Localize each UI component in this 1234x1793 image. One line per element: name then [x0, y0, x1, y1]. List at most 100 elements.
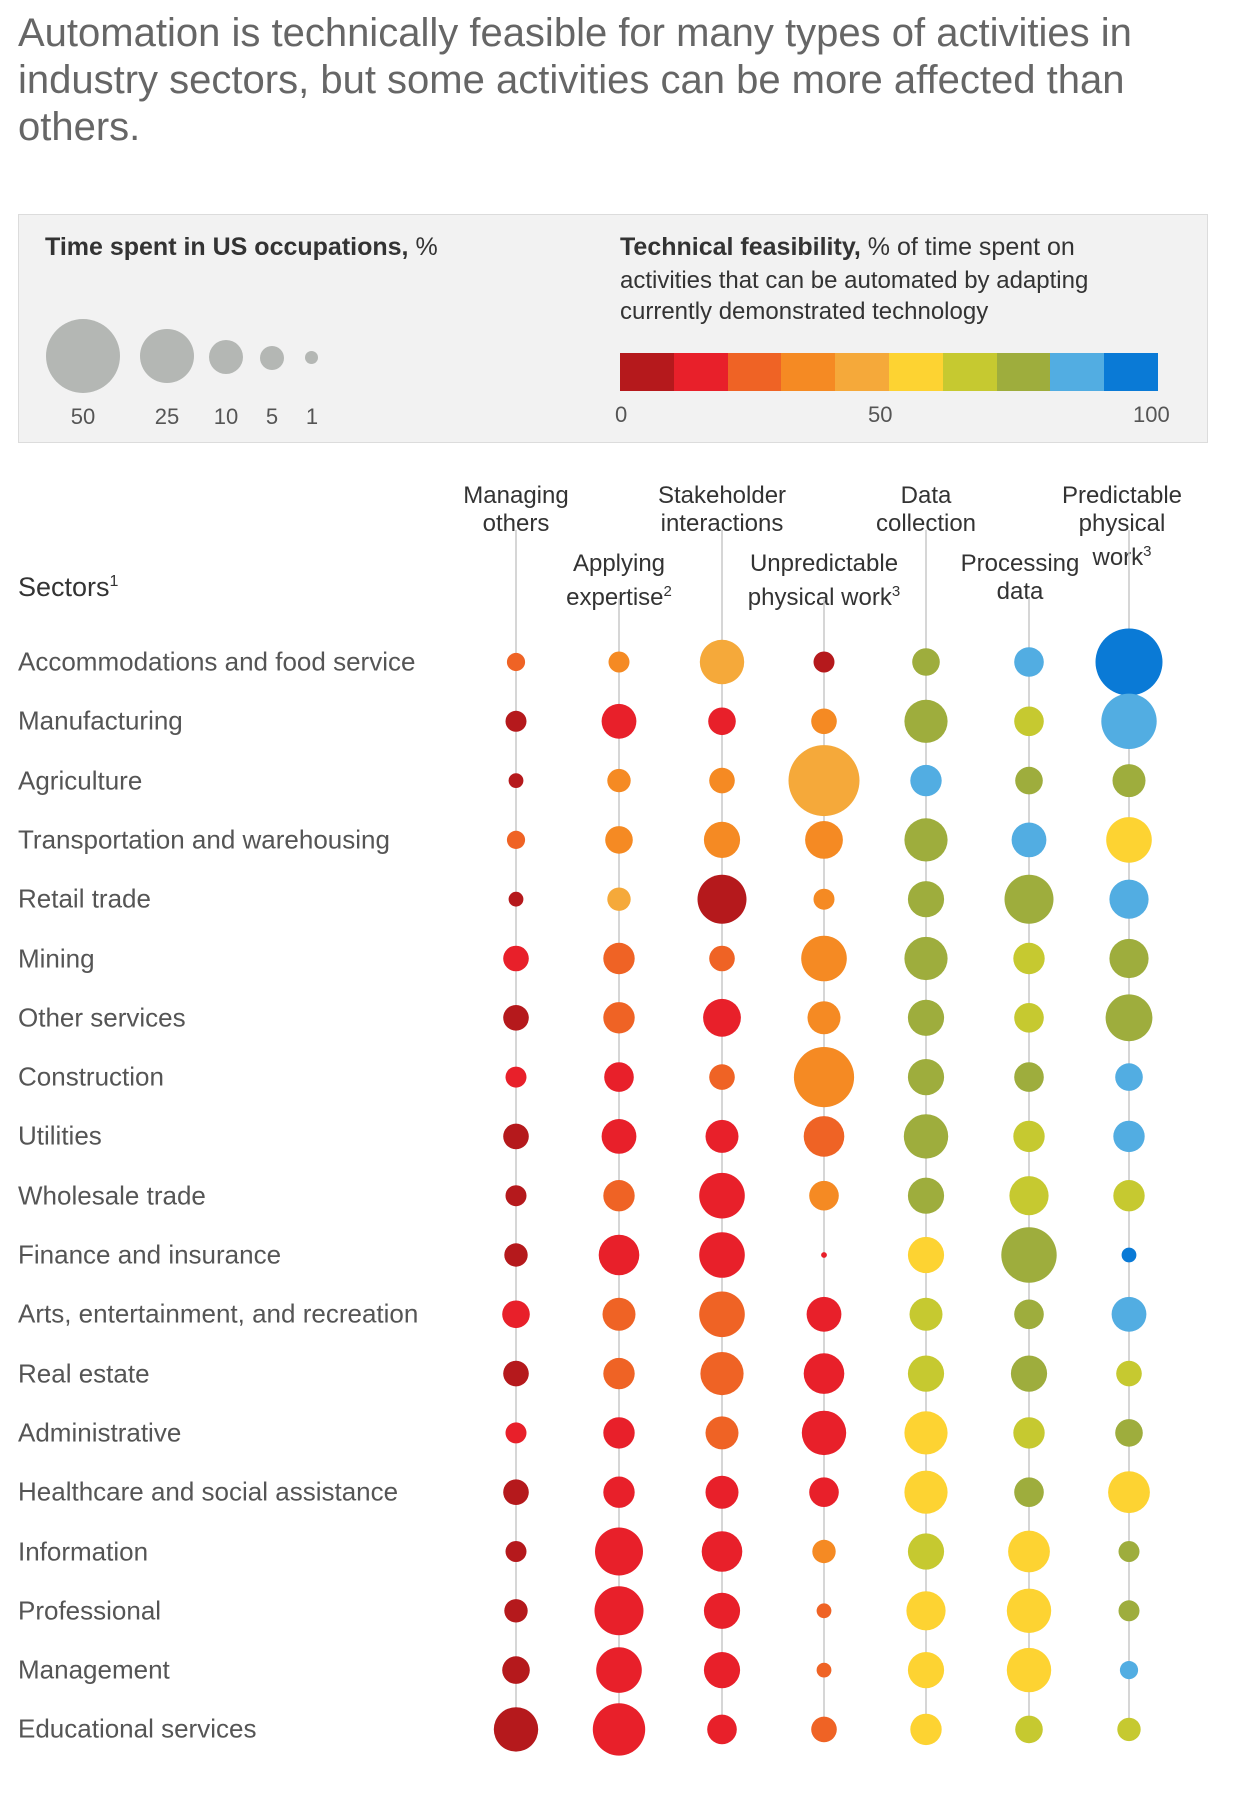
- bubble: [904, 936, 948, 981]
- bubble: [503, 1360, 529, 1387]
- bubble: [697, 874, 747, 924]
- bubble: [502, 1656, 530, 1684]
- size-circle-10: [209, 340, 243, 374]
- bubble: [1105, 994, 1153, 1042]
- size-label: 25: [154, 404, 180, 429]
- bubble: [1013, 1120, 1045, 1153]
- bubble: [1121, 1247, 1137, 1263]
- bubble: [505, 1066, 527, 1088]
- bubble: [595, 1527, 643, 1576]
- bubble: [1116, 1360, 1142, 1387]
- bubble: [603, 1002, 635, 1034]
- sector-label: Agriculture: [18, 765, 143, 796]
- color-scale-swatch: [1050, 353, 1105, 391]
- bubble: [904, 699, 948, 743]
- bubble: [699, 1232, 745, 1278]
- size-label: 5: [265, 404, 279, 429]
- sector-label: Manufacturing: [18, 705, 183, 736]
- color-scale-swatch: [889, 353, 944, 391]
- bubble: [602, 1297, 636, 1331]
- bubble: [816, 1603, 832, 1619]
- column-header-processing-data: Processing data: [960, 550, 1080, 605]
- column-header-applying-expertise: Applying expertise2: [566, 550, 672, 611]
- bubble: [907, 881, 945, 918]
- bubble: [603, 942, 635, 975]
- bubble: [907, 999, 945, 1036]
- bubble: [596, 1647, 642, 1693]
- bubble: [708, 707, 736, 736]
- sector-label: Healthcare and social assistance: [18, 1476, 399, 1507]
- bubble: [505, 1185, 527, 1207]
- bubble: [907, 1236, 945, 1274]
- bubble: [1118, 1600, 1140, 1622]
- bubble: [1111, 1296, 1147, 1332]
- bubble: [809, 1180, 839, 1211]
- bubble: [508, 891, 524, 907]
- color-legend-title: Technical feasibility, % of time spent o…: [620, 233, 1075, 261]
- sector-label: Information: [18, 1536, 149, 1566]
- color-scale-swatch: [727, 353, 782, 391]
- bubble: [1014, 647, 1044, 677]
- scale-label-50: 50: [868, 402, 893, 427]
- bubble: [709, 1064, 735, 1090]
- column-header-predictable-physical-work: Predictable physical work3: [1061, 482, 1183, 571]
- bubble: [1015, 1715, 1043, 1744]
- sector-label: Professional: [18, 1595, 162, 1626]
- bubble: [813, 888, 835, 910]
- sector-label: Wholesale trade: [18, 1180, 206, 1211]
- bubble: [809, 1477, 839, 1507]
- column-header-managing-others: Managing others: [463, 482, 569, 537]
- bubble: [505, 1422, 527, 1444]
- bubble: [909, 1297, 943, 1331]
- bubble: [503, 1123, 529, 1150]
- bubble: [608, 651, 630, 673]
- bubble: [1010, 1355, 1048, 1392]
- bubble: [699, 639, 745, 685]
- bubble: [1015, 766, 1043, 795]
- bubble: [1009, 1176, 1049, 1216]
- bubble: [601, 703, 637, 739]
- bubble: [907, 1355, 945, 1392]
- bubble: [1004, 874, 1054, 924]
- size-circle-1: [305, 351, 318, 364]
- bubble: [594, 1586, 644, 1636]
- bubble: [504, 1599, 528, 1623]
- bubble: [607, 887, 631, 911]
- bubble: [1001, 1227, 1057, 1283]
- bubble: [1014, 1062, 1044, 1092]
- bubble: [601, 1119, 637, 1154]
- bubble: [705, 1119, 739, 1153]
- bubble: [1117, 1717, 1141, 1742]
- sector-label: Retail trade: [18, 883, 151, 914]
- bubble: [709, 945, 735, 972]
- color-scale-swatch: [781, 353, 836, 391]
- sectors-header: Sectors1: [18, 572, 119, 602]
- legend-panel: Time spent in US occupations, % 50 25 10…: [18, 214, 1208, 443]
- size-circle-5: [260, 346, 284, 370]
- bubble: [1113, 1180, 1145, 1212]
- scale-label-0: 0: [615, 402, 628, 427]
- sector-label: Real estate: [18, 1358, 150, 1389]
- bubble: [707, 1714, 737, 1745]
- bubble: [1013, 1417, 1045, 1449]
- bubble: [505, 710, 527, 732]
- bubble: [811, 708, 837, 735]
- bubble: [816, 1662, 832, 1678]
- bubble: [700, 1352, 744, 1396]
- bubble: [801, 1410, 847, 1456]
- bubble: [1014, 1477, 1044, 1507]
- bubble: [904, 1411, 948, 1455]
- bubble: [1109, 938, 1149, 979]
- sector-label: Utilities: [18, 1120, 102, 1151]
- bubble: [1014, 1003, 1044, 1033]
- bubble: [805, 821, 843, 859]
- bubble: [907, 1652, 945, 1689]
- bubble: [592, 1703, 646, 1756]
- bubble: [1113, 1120, 1145, 1153]
- sector-label: Other services: [18, 1002, 186, 1033]
- bubble: [508, 773, 524, 788]
- bubble: [503, 1479, 529, 1505]
- bubble: [603, 1476, 635, 1508]
- bubble: [505, 1541, 527, 1562]
- sector-label: Mining: [18, 943, 95, 973]
